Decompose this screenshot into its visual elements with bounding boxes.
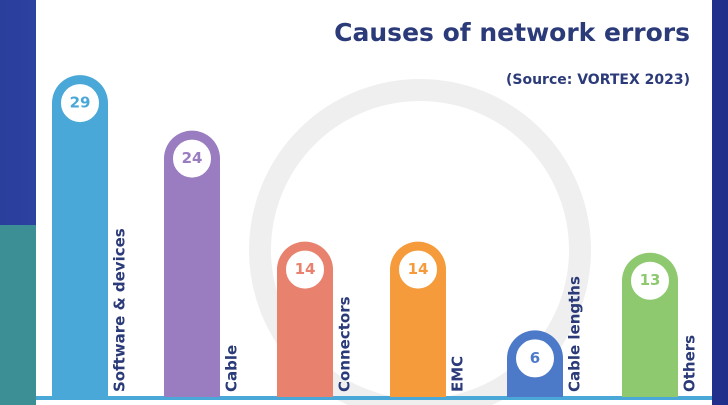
panel: [36, 0, 712, 405]
value-label: 14: [295, 260, 316, 278]
category-label: Others: [681, 335, 699, 392]
chart-title: Causes of network errors: [334, 18, 690, 47]
value-label: 29: [70, 94, 91, 112]
value-label: 13: [640, 271, 661, 289]
category-label: Connectors: [336, 296, 354, 392]
category-label: Cable: [223, 345, 241, 392]
chart-subtitle: (Source: VORTEX 2023): [506, 72, 690, 88]
category-label: Cable lengths: [566, 276, 584, 392]
chart: Causes of network errors (Source: VORTEX…: [0, 0, 728, 405]
value-label: 14: [408, 260, 429, 278]
value-label: 6: [530, 349, 540, 367]
value-label: 24: [182, 149, 203, 167]
category-label: Software & devices: [111, 228, 129, 392]
category-label: EMC: [449, 356, 467, 392]
page: Causes of network errors (Source: VORTEX…: [0, 0, 728, 405]
baseline: [36, 396, 712, 400]
background-image: [0, 225, 36, 405]
